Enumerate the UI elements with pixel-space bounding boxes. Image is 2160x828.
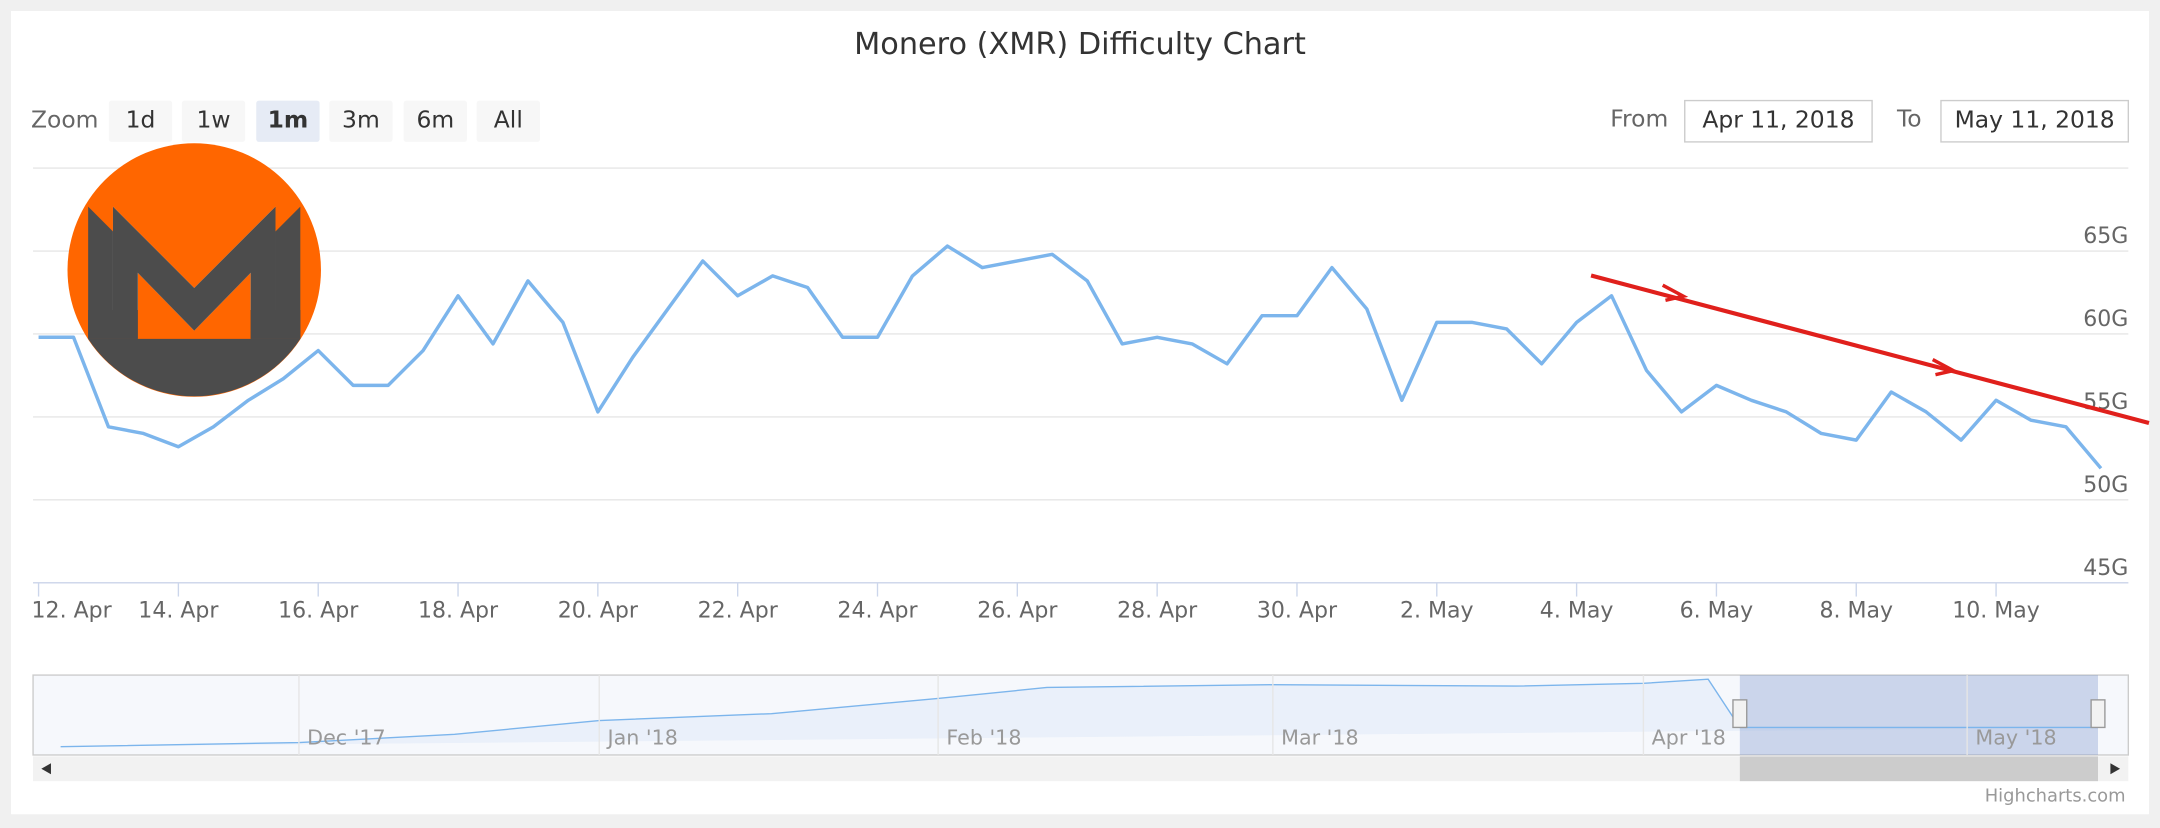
x-tick-label: 14. Apr bbox=[138, 599, 219, 624]
navigator-series bbox=[60, 678, 2099, 748]
x-tick-label: 12. Apr bbox=[32, 599, 113, 624]
y-tick-label: 60G bbox=[2083, 307, 2128, 332]
navigator-label: May '18 bbox=[1975, 725, 2056, 749]
to-value[interactable]: May 11, 2018 bbox=[1955, 106, 2115, 134]
zoom-buttons: 1d 1w 1m 3m 6m All bbox=[108, 100, 540, 142]
trend-arrow bbox=[1931, 358, 1959, 377]
scrollbar-thumb[interactable] bbox=[1739, 756, 2099, 782]
y-tick-label: 45G bbox=[2083, 556, 2128, 581]
zoom-button[interactable] bbox=[403, 100, 467, 142]
zoom-label: Zoom bbox=[31, 106, 98, 134]
zoom-button-label[interactable]: 1m bbox=[268, 106, 309, 134]
series-line bbox=[38, 244, 2103, 470]
to-input[interactable] bbox=[1940, 99, 2130, 143]
x-tick-label: 16. Apr bbox=[278, 599, 359, 624]
trend-arrow bbox=[1661, 283, 1689, 303]
trend-line bbox=[1590, 273, 2150, 425]
navigator: Dec '17 Jan '18 Feb '18 Mar '18 Apr '18 May '… bbox=[32, 674, 2130, 782]
x-tick-label: 18. Apr bbox=[418, 599, 499, 624]
navigator-label: Feb '18 bbox=[946, 725, 1021, 749]
from-input[interactable] bbox=[1684, 99, 1873, 143]
scroll-right[interactable] bbox=[2110, 763, 2121, 775]
zoom-button-label[interactable]: 3m bbox=[342, 106, 380, 134]
x-tick-label: 20. Apr bbox=[558, 599, 639, 624]
x-tick-label: 28. Apr bbox=[1117, 599, 1198, 624]
navigator-label: Jan '18 bbox=[606, 725, 678, 749]
y-tick-label: 50G bbox=[2083, 473, 2128, 498]
zoom-button-label[interactable]: All bbox=[494, 106, 523, 134]
navigator-handle[interactable] bbox=[1732, 699, 1748, 729]
zoom-button[interactable] bbox=[256, 100, 320, 142]
from-label: From bbox=[1610, 104, 1668, 132]
from-value[interactable]: Apr 11, 2018 bbox=[1702, 106, 1854, 134]
zoom-button[interactable] bbox=[476, 100, 540, 142]
navigator-label: Mar '18 bbox=[1281, 725, 1359, 749]
zoom-button-label[interactable]: 1w bbox=[196, 106, 230, 134]
x-tick-label: 24. Apr bbox=[837, 599, 918, 624]
x-tick-label: 2. May bbox=[1400, 599, 1474, 624]
navigator-label: Apr '18 bbox=[1652, 725, 1726, 749]
zoom-button[interactable] bbox=[181, 100, 246, 142]
chart-title: Monero (XMR) Difficulty Chart bbox=[854, 27, 1306, 62]
x-tick-label: 26. Apr bbox=[977, 599, 1058, 624]
zoom-button-label[interactable]: 6m bbox=[416, 106, 454, 134]
x-tick-label: 4. May bbox=[1540, 599, 1614, 624]
monero-logo bbox=[67, 143, 321, 397]
zoom-button[interactable] bbox=[108, 100, 173, 142]
zoom-button-label[interactable]: 1d bbox=[126, 106, 156, 134]
to-label: To bbox=[1896, 104, 1922, 132]
x-tick-label: 10. May bbox=[1952, 599, 2040, 624]
credit[interactable]: Highcharts.com bbox=[1985, 785, 2126, 806]
zoom-button[interactable] bbox=[329, 100, 393, 142]
y-tick-label: 65G bbox=[2083, 224, 2128, 249]
x-tick-label: 30. Apr bbox=[1257, 599, 1338, 624]
x-tick-label: 8. May bbox=[1819, 599, 1893, 624]
navigator-handle[interactable] bbox=[2090, 699, 2106, 729]
x-tick-label: 22. Apr bbox=[698, 599, 779, 624]
x-tick-label: 6. May bbox=[1680, 599, 1754, 624]
scroll-left[interactable] bbox=[41, 763, 51, 775]
navigator-selection[interactable] bbox=[1739, 675, 2099, 755]
navigator-label: Dec '17 bbox=[307, 725, 385, 749]
navigator-frame bbox=[32, 674, 2130, 756]
